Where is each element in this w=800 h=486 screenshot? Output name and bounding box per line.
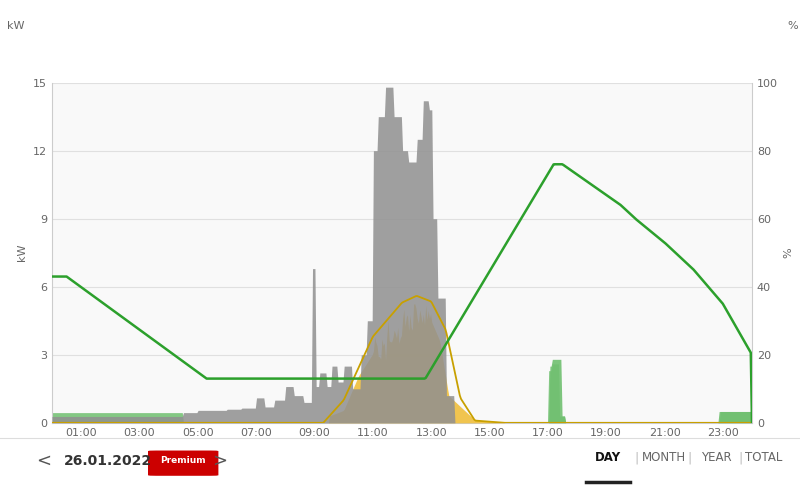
Text: DAY: DAY: [595, 451, 621, 464]
Y-axis label: %: %: [783, 247, 794, 258]
Y-axis label: kW: kW: [18, 244, 27, 261]
Text: |: |: [634, 451, 638, 464]
Text: YEAR: YEAR: [701, 451, 731, 464]
Text: MONTH: MONTH: [642, 451, 686, 464]
Text: |: |: [738, 451, 742, 464]
Text: 26.01.2022: 26.01.2022: [64, 454, 152, 468]
Text: %: %: [787, 21, 798, 32]
Text: |: |: [687, 451, 692, 464]
Text: kW: kW: [6, 21, 24, 32]
Text: >: >: [213, 451, 227, 470]
Text: Premium: Premium: [160, 456, 206, 465]
Text: <: <: [37, 451, 51, 470]
Text: TOTAL: TOTAL: [746, 451, 782, 464]
FancyBboxPatch shape: [148, 451, 218, 476]
